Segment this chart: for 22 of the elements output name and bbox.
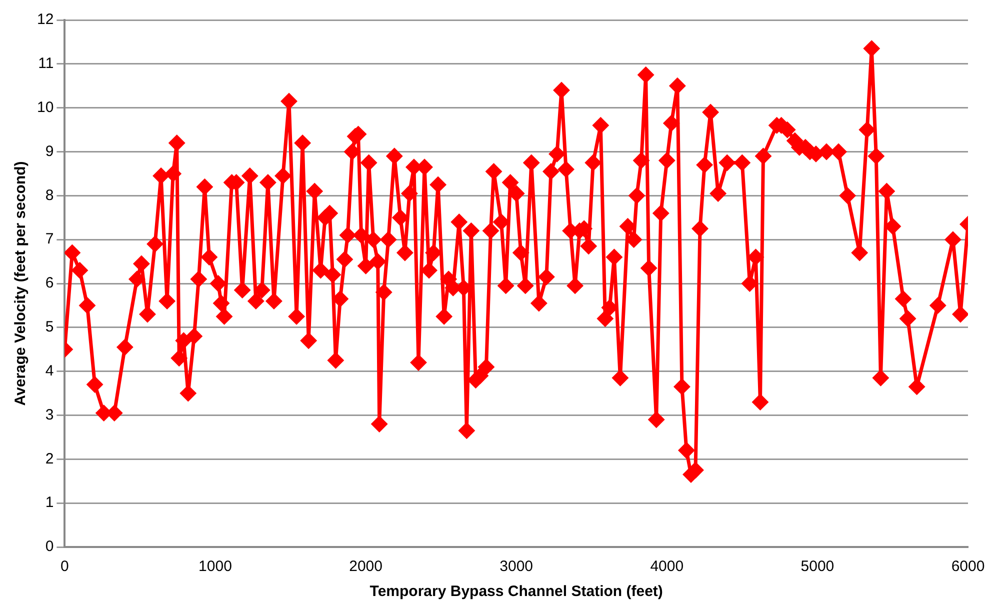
x-axis-title: Temporary Bypass Channel Station (feet) [370, 583, 663, 600]
x-tick-label: 1000 [198, 558, 232, 576]
y-tick-label: 12 [36, 11, 54, 28]
x-tick-label: 6000 [951, 558, 985, 576]
y-tick-label: 5 [45, 318, 54, 336]
y-tick-label: 2 [45, 450, 54, 468]
y-tick-label: 9 [45, 142, 54, 160]
y-tick-label: 3 [45, 406, 54, 424]
y-tick-label: 7 [45, 230, 54, 248]
x-tick-label: 5000 [800, 558, 834, 576]
y-tick-label: 11 [38, 55, 54, 72]
y-tick-label: 1 [45, 494, 54, 512]
x-tick-label: 4000 [650, 558, 684, 576]
y-tick-label: 4 [45, 362, 54, 380]
x-tick-label: 3000 [500, 558, 534, 576]
x-tick-label: 2000 [349, 558, 382, 576]
x-tick-label: 0 [60, 558, 69, 576]
y-tick-label: 10 [36, 98, 54, 116]
y-axis-title: Average Velocity (feet per second) [12, 161, 30, 406]
y-tick-label: 0 [45, 538, 54, 556]
y-tick-label: 6 [45, 274, 54, 292]
y-tick-label: 8 [45, 186, 54, 204]
